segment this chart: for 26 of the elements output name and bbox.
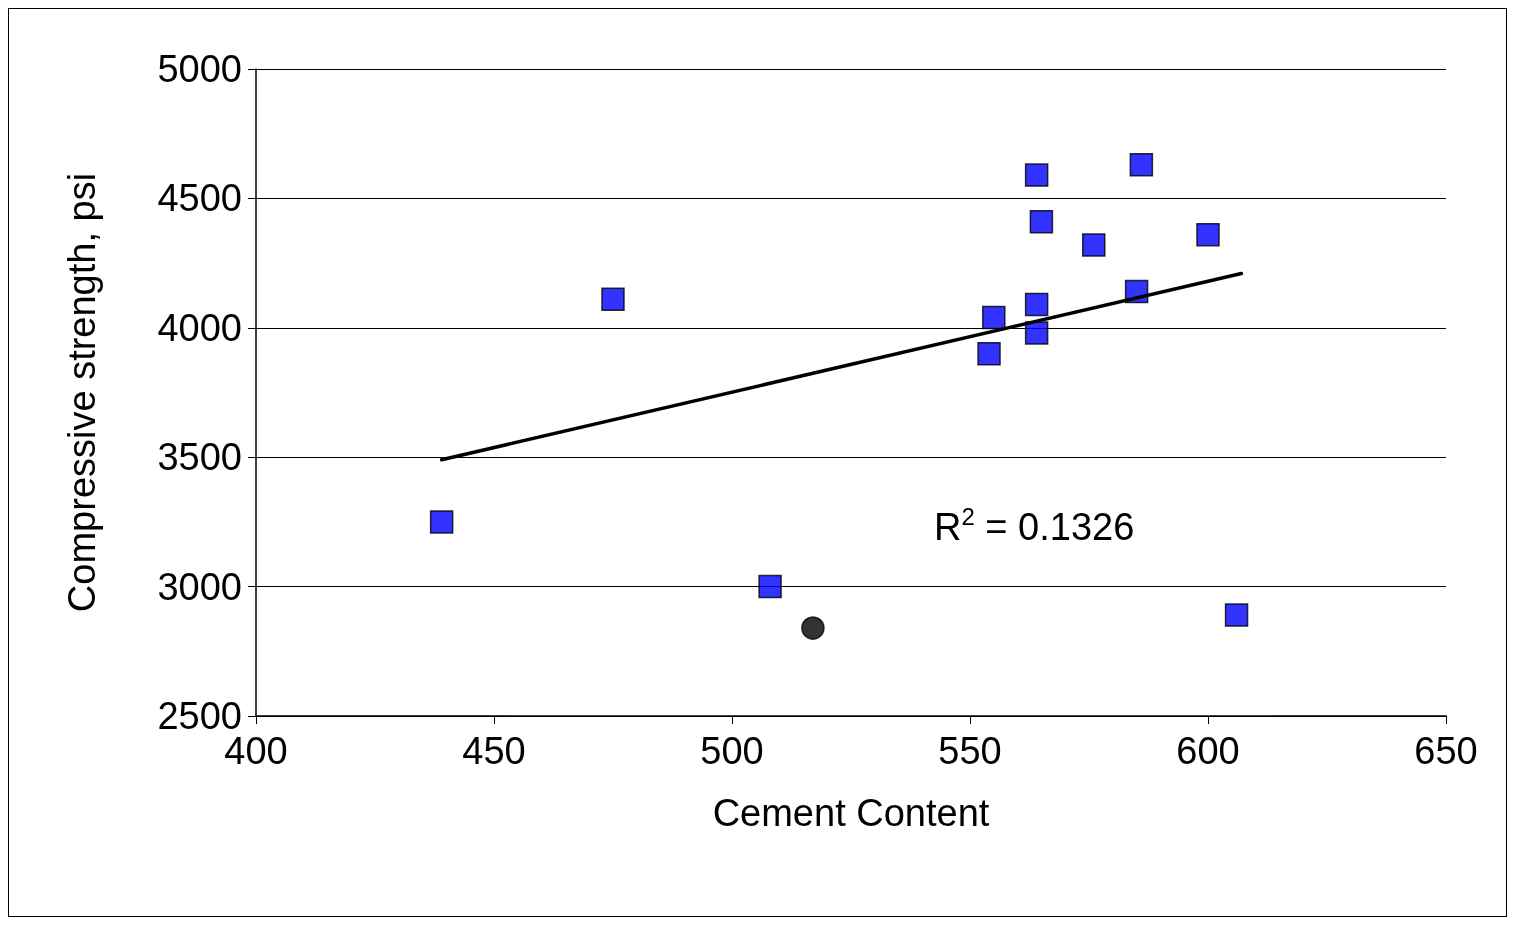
point — [1082, 233, 1106, 257]
x-tick-label: 500 — [700, 730, 764, 772]
point — [1129, 153, 1154, 177]
y-tick-label: 4500 — [157, 177, 242, 220]
point — [1196, 222, 1220, 247]
point — [1024, 321, 1049, 345]
x-tick-label: 550 — [938, 730, 1002, 772]
point — [601, 287, 625, 312]
y-tick-label: 4000 — [157, 306, 242, 349]
point — [1029, 209, 1054, 234]
point — [982, 305, 1006, 330]
y-axis-title: Compressive strength, psi — [61, 172, 103, 613]
point — [977, 341, 1001, 366]
y-tick-label: 5000 — [157, 48, 242, 90]
point — [758, 574, 782, 599]
point — [1224, 603, 1249, 627]
point — [1024, 163, 1049, 187]
y-tick-label: 3000 — [157, 565, 242, 608]
x-axis-title: Cement Content — [712, 792, 990, 834]
y-tick-label: 3500 — [157, 436, 242, 479]
point — [1024, 292, 1049, 317]
point — [801, 616, 825, 640]
point — [429, 510, 454, 534]
x-tick-label: 450 — [462, 730, 526, 772]
x-tick-label: 650 — [1414, 730, 1478, 772]
x-tick-label: 600 — [1176, 730, 1240, 772]
